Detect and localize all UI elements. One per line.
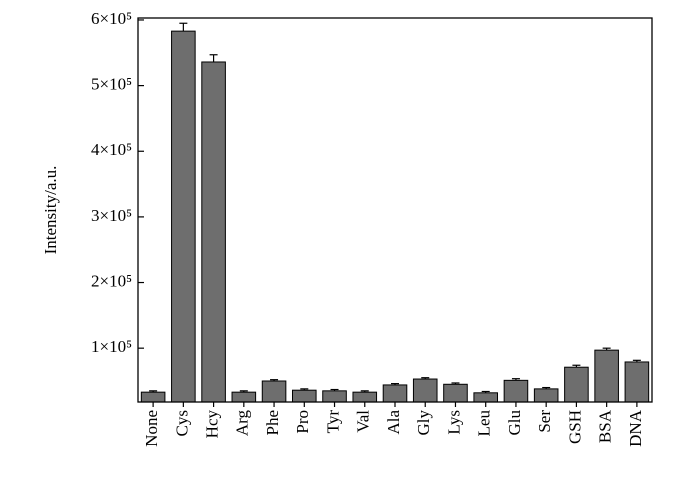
bar: [261, 380, 287, 403]
bar: [412, 378, 438, 403]
y-tick-label: 4×10⁵: [91, 140, 132, 159]
bar: [624, 361, 650, 403]
y-tick-label: 2×10⁵: [91, 271, 132, 290]
x-tick-label: Val: [354, 410, 373, 433]
bar: [352, 391, 378, 403]
x-tick-label: Pro: [293, 410, 312, 434]
x-tick-label: GSH: [565, 410, 584, 444]
bar: [503, 379, 529, 403]
x-tick-label: Tyr: [323, 410, 342, 434]
bar: [201, 61, 226, 403]
x-tick-label: Arg: [233, 410, 252, 437]
bar: [382, 384, 408, 403]
bar: [140, 391, 166, 403]
x-tick-label: Gly: [414, 410, 433, 436]
x-tick-label: DNA: [626, 409, 645, 447]
x-tick-label: None: [142, 410, 161, 447]
bar: [322, 390, 347, 403]
x-tick-label: Phe: [263, 410, 282, 436]
y-axis-label: Intensity/a.u.: [41, 166, 60, 255]
y-tick-label: 5×10⁵: [91, 75, 132, 94]
x-tick-label: Cys: [172, 410, 191, 436]
bar: [443, 383, 468, 403]
bar: [292, 389, 317, 403]
x-tick-label: Leu: [475, 410, 494, 437]
x-tick-label: Lys: [444, 410, 463, 435]
x-tick-label: Ser: [535, 410, 554, 433]
y-tick-label: 1×10⁵: [91, 337, 132, 356]
x-tick-label: Ala: [384, 410, 403, 435]
y-tick-label: 3×10⁵: [91, 206, 132, 225]
y-tick-label: 6×10⁵: [91, 9, 132, 28]
x-tick-label: BSA: [596, 409, 615, 443]
bar: [564, 366, 589, 403]
x-tick-label: Hcy: [202, 410, 221, 439]
bar: [594, 349, 619, 403]
bar: [473, 392, 498, 403]
plot-frame: [137, 17, 653, 403]
bar: [533, 388, 559, 403]
bar: [231, 391, 257, 403]
bar: [171, 30, 196, 403]
x-tick-label: Glu: [505, 410, 524, 436]
